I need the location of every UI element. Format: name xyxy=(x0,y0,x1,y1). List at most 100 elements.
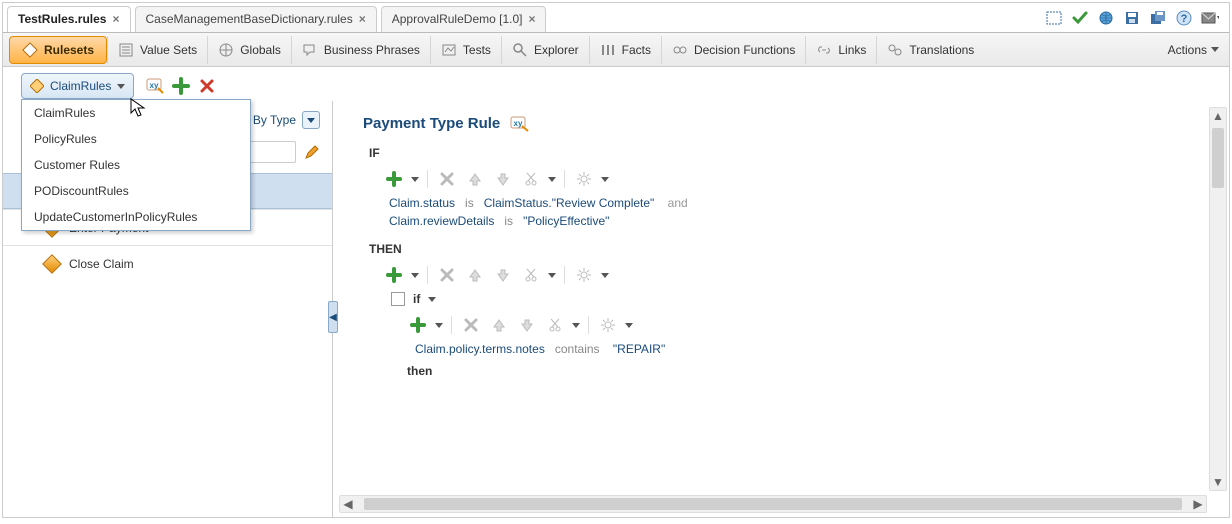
chevron-down-icon[interactable] xyxy=(435,323,443,328)
cut-icon[interactable] xyxy=(544,314,566,336)
file-tab-label: ApprovalRuleDemo [1.0] xyxy=(392,12,523,26)
dropdown-option[interactable]: Customer Rules xyxy=(22,152,250,178)
rule-item-close-claim[interactable]: Close Claim xyxy=(3,245,332,281)
actions-menu[interactable]: Actions xyxy=(1168,43,1223,57)
save-icon[interactable] xyxy=(1123,9,1141,27)
add-icon[interactable] xyxy=(407,314,429,336)
tab-decision-functions[interactable]: Decision Functions xyxy=(661,36,805,64)
dropdown-option[interactable]: ClaimRules xyxy=(22,100,250,126)
window-icon[interactable] xyxy=(1045,9,1063,27)
ruleset-dropdown[interactable]: ClaimRules xyxy=(21,73,134,99)
delete-icon[interactable] xyxy=(198,77,216,95)
bytype-dropdown[interactable] xyxy=(302,111,320,129)
move-up-icon[interactable] xyxy=(488,314,510,336)
mail-dropdown-icon[interactable] xyxy=(1201,9,1219,27)
chevron-down-icon xyxy=(1211,47,1219,52)
chevron-down-icon[interactable] xyxy=(548,273,556,278)
scroll-down-icon[interactable]: ▼ xyxy=(1210,474,1226,490)
chevron-down-icon[interactable] xyxy=(411,177,419,182)
chevron-down-icon[interactable] xyxy=(601,273,609,278)
delete-icon[interactable] xyxy=(436,264,458,286)
tab-value-sets[interactable]: Value Sets xyxy=(107,36,207,64)
close-icon[interactable]: × xyxy=(359,12,366,26)
tab-globals[interactable]: Globals xyxy=(207,36,291,64)
file-tab-approval[interactable]: ApprovalRuleDemo [1.0] × xyxy=(381,6,547,32)
add-icon[interactable] xyxy=(383,168,405,190)
expr-value: "PolicyEffective" xyxy=(523,214,609,228)
cut-icon[interactable] xyxy=(520,264,542,286)
actions-label: Actions xyxy=(1168,43,1207,57)
tab-business-phrases[interactable]: Business Phrases xyxy=(291,36,430,64)
delete-icon[interactable] xyxy=(460,314,482,336)
nested-condition-line[interactable]: Claim.policy.terms.notes contains "REPAI… xyxy=(415,342,1205,356)
tab-facts[interactable]: Facts xyxy=(589,36,661,64)
chevron-down-icon[interactable] xyxy=(411,273,419,278)
ruleset-icon xyxy=(30,79,44,93)
file-tab-testrules[interactable]: TestRules.rules × xyxy=(7,6,131,32)
chevron-down-icon[interactable] xyxy=(572,323,580,328)
dropdown-option[interactable]: PODiscountRules xyxy=(22,178,250,204)
close-icon[interactable]: × xyxy=(528,12,535,26)
validate-icon[interactable] xyxy=(1071,9,1089,27)
main-toolbar: Rulesets Value Sets Globals Business Phr… xyxy=(3,33,1229,67)
dropdown-option[interactable]: UpdateCustomerInPolicyRules xyxy=(22,204,250,230)
edit-xy-icon[interactable]: xy xyxy=(510,116,530,132)
chevron-down-icon[interactable] xyxy=(548,177,556,182)
condition-line-2[interactable]: Claim.reviewDetails is "PolicyEffective" xyxy=(389,214,1205,228)
help-icon[interactable]: ? xyxy=(1175,9,1193,27)
close-icon[interactable]: × xyxy=(112,12,119,26)
delete-icon[interactable] xyxy=(436,168,458,190)
horizontal-scrollbar[interactable]: ◀ ▶ xyxy=(339,495,1207,513)
link-icon xyxy=(816,42,832,58)
add-icon[interactable] xyxy=(172,77,190,95)
chevron-down-icon[interactable] xyxy=(625,323,633,328)
move-down-icon[interactable] xyxy=(492,264,514,286)
vertical-scrollbar[interactable]: ▲ ▼ xyxy=(1209,107,1227,491)
expr-op: is xyxy=(504,214,513,228)
cut-icon[interactable] xyxy=(520,168,542,190)
scroll-thumb[interactable] xyxy=(1212,128,1224,188)
scroll-left-icon[interactable]: ◀ xyxy=(340,497,356,511)
tab-rulesets[interactable]: Rulesets xyxy=(9,36,107,64)
gear-icon[interactable] xyxy=(573,168,595,190)
move-up-icon[interactable] xyxy=(464,264,486,286)
edit-icon[interactable] xyxy=(304,144,320,160)
gear-icon[interactable] xyxy=(573,264,595,286)
expr-join: and xyxy=(668,196,688,210)
nested-if-row[interactable]: if xyxy=(391,292,1205,306)
rule-title: Payment Type Rule xyxy=(363,115,500,132)
tab-tests[interactable]: Tests xyxy=(430,36,501,64)
move-up-icon[interactable] xyxy=(464,168,486,190)
edit-xy-icon[interactable]: xy xyxy=(146,77,164,95)
phrase-icon xyxy=(302,42,318,58)
chevron-down-icon[interactable] xyxy=(601,177,609,182)
scroll-thumb[interactable] xyxy=(364,498,1182,510)
scroll-up-icon[interactable]: ▲ xyxy=(1210,108,1226,124)
toolbar-label: Explorer xyxy=(534,43,579,57)
tab-translations[interactable]: Translations xyxy=(876,36,984,64)
globe-icon[interactable] xyxy=(1097,9,1115,27)
move-down-icon[interactable] xyxy=(516,314,538,336)
if-toolbar xyxy=(383,168,1205,190)
toolbar-label: Tests xyxy=(463,43,491,57)
checkbox[interactable] xyxy=(391,292,405,306)
ruleset-icon xyxy=(22,42,38,58)
chevron-down-icon[interactable] xyxy=(428,297,436,302)
if-section-label: IF xyxy=(369,146,1205,160)
svg-text:?: ? xyxy=(1181,13,1188,25)
condition-line-1[interactable]: Claim.status is ClaimStatus."Review Comp… xyxy=(389,196,1205,210)
test-icon xyxy=(441,42,457,58)
tab-links[interactable]: Links xyxy=(805,36,876,64)
add-icon[interactable] xyxy=(383,264,405,286)
save-all-icon[interactable] xyxy=(1149,9,1167,27)
gear-icon[interactable] xyxy=(597,314,619,336)
facts-icon xyxy=(600,42,616,58)
tab-explorer[interactable]: Explorer xyxy=(501,36,589,64)
dropdown-option[interactable]: PolicyRules xyxy=(22,126,250,152)
top-right-toolbar: ? xyxy=(1045,9,1229,27)
scroll-right-icon[interactable]: ▶ xyxy=(1190,497,1206,511)
file-tab-casemgmt[interactable]: CaseManagementBaseDictionary.rules × xyxy=(135,6,377,32)
expr-field: Claim.reviewDetails xyxy=(389,214,494,228)
move-down-icon[interactable] xyxy=(492,168,514,190)
splitter-handle[interactable]: ◀ xyxy=(328,301,338,333)
